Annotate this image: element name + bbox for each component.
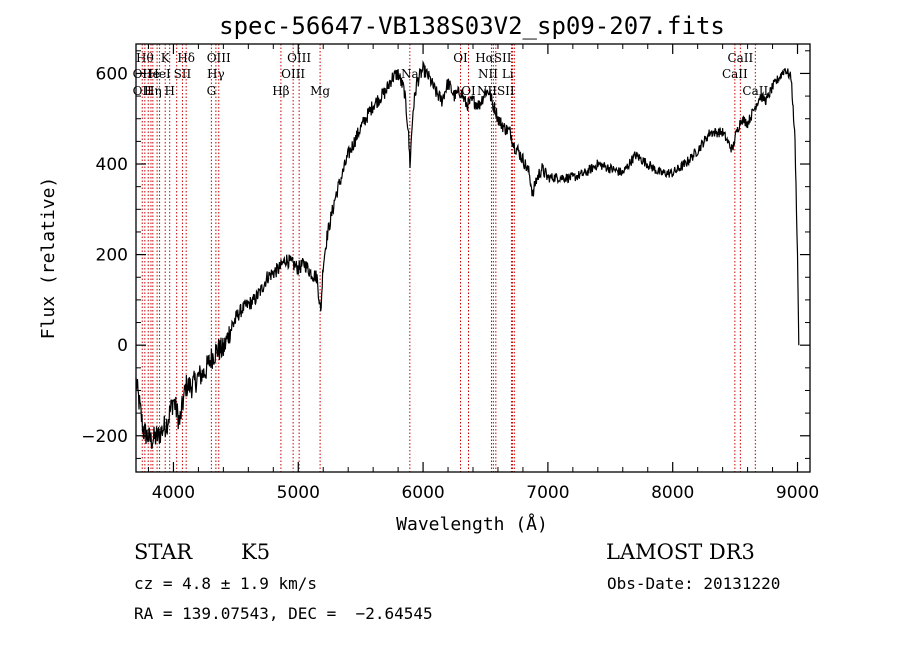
x-tick-label: 9000 (776, 483, 819, 503)
line-label: OIII (281, 67, 305, 81)
x-axis-label: Wavelength (Å) (396, 513, 548, 535)
y-tick-label: 0 (117, 336, 128, 356)
y-tick-label: 400 (96, 155, 128, 175)
line-label: HαSII (475, 51, 512, 65)
line-label: NIISII (477, 84, 515, 98)
x-tick-label: 5000 (277, 483, 320, 503)
line-label: Hθ (136, 51, 154, 65)
redshift-cz: cz = 4.8 ± 1.9 km/s (134, 574, 318, 593)
line-label: Mg (310, 84, 330, 98)
x-tick-label: 8000 (651, 483, 694, 503)
spectral-line-markers (141, 44, 756, 472)
line-label: Hη (144, 84, 162, 98)
y-tick-label: 200 (96, 246, 128, 266)
line-label: SII (174, 67, 192, 81)
x-tick-label: 7000 (526, 483, 569, 503)
line-label: OIII (287, 51, 311, 65)
y-axis-ticks: −200 0 200 400 600 (81, 50, 810, 459)
line-label: OI (461, 84, 476, 98)
line-label: HeI (148, 67, 171, 81)
coordinates: RA = 139.07543, DEC = −2.64545 (134, 604, 433, 623)
y-axis-label: Flux (relative) (38, 177, 59, 340)
spectrum-line (135, 60, 800, 449)
line-label: CaII (722, 67, 748, 81)
line-label: OI (453, 51, 468, 65)
line-label: Na (401, 67, 419, 81)
observation-date: Obs-Date: 20131220 (607, 574, 781, 593)
line-label: OIII (207, 51, 231, 65)
line-label: CaII (727, 51, 753, 65)
line-label: Hγ (207, 67, 225, 81)
line-label: He (142, 67, 160, 81)
line-label: G (207, 84, 217, 98)
plot-frame (135, 43, 811, 473)
x-tick-label: 4000 (152, 483, 195, 503)
object-subclass: K5 (241, 540, 271, 564)
line-label: NII Li (478, 67, 514, 81)
object-class: STAR (134, 540, 193, 564)
x-tick-label: 6000 (401, 483, 444, 503)
y-tick-label: −200 (81, 427, 128, 447)
line-label: OII (133, 84, 153, 98)
line-label: Hβ (272, 84, 289, 98)
chart-title: spec-56647-VB138S03V2_sp09-207.fits (219, 12, 725, 40)
line-label: H (164, 84, 174, 98)
line-label: CaII (742, 84, 768, 98)
survey-name: LAMOST DR3 (606, 540, 755, 564)
line-label: K (161, 51, 171, 65)
y-tick-label: 600 (96, 64, 128, 84)
line-label: Hδ (177, 51, 195, 65)
x-axis-ticks: 4000 5000 6000 7000 8000 9000 (147, 44, 819, 503)
